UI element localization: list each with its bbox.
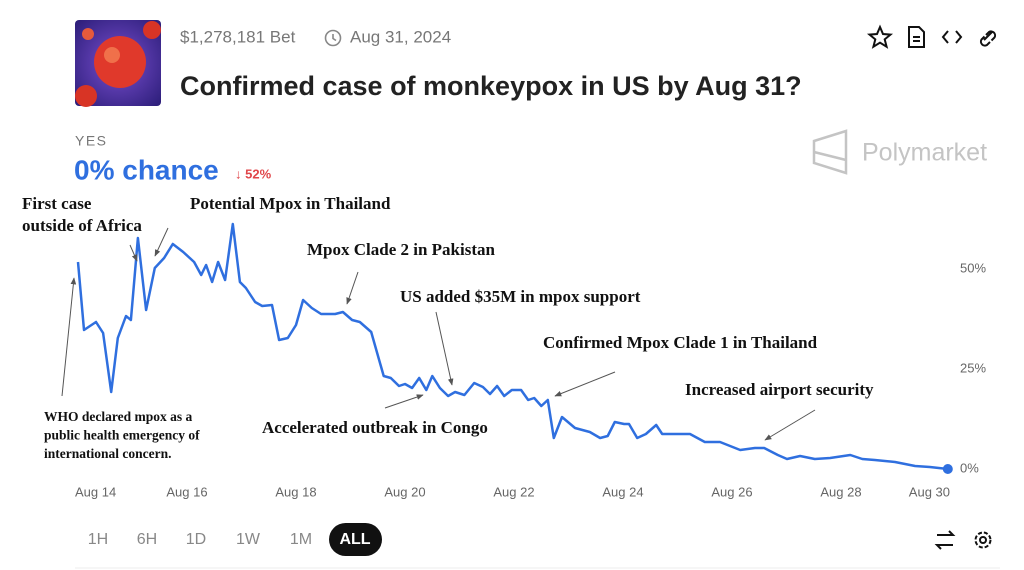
annotation: Potential Mpox in Thailand: [190, 194, 391, 213]
chance: 0% chance: [74, 154, 219, 185]
x-tick-label: Aug 30: [909, 484, 950, 499]
series-line: [76, 222, 948, 471]
annotation: outside of Africa: [22, 216, 142, 235]
end-date: Aug 31, 2024: [350, 27, 451, 46]
annotation-arrow: [764, 409, 816, 441]
embed-icon[interactable]: [941, 30, 963, 44]
change: ↓ 52%: [235, 166, 272, 181]
annotation: WHO declared mpox as a: [44, 409, 192, 424]
brand-logo: [812, 129, 848, 175]
annotation: Confirmed Mpox Clade 1 in Thailand: [543, 333, 818, 352]
x-tick-label: Aug 28: [820, 484, 861, 499]
y-tick-label: 25%: [960, 360, 986, 375]
link-icon[interactable]: [979, 30, 997, 47]
settings-icon[interactable]: [974, 531, 992, 549]
annotation-arrow: [384, 394, 424, 409]
volume: $1,278,181 Bet: [180, 27, 296, 46]
end-dot: [942, 464, 953, 474]
thumbnail: [75, 20, 161, 107]
x-tick-label: Aug 26: [711, 484, 752, 499]
star-icon[interactable]: [866, 24, 894, 49]
doc-icon[interactable]: [908, 26, 925, 48]
annotation: US added $35M in mpox support: [400, 287, 641, 306]
annotation: international concern.: [44, 446, 172, 461]
swap-icon[interactable]: [934, 530, 956, 550]
annotation-arrow: [154, 227, 169, 257]
outcome-label: YES: [75, 133, 108, 149]
x-tick-label: Aug 18: [275, 484, 316, 499]
range-button[interactable]: 1W: [236, 531, 261, 548]
range-button[interactable]: 1D: [186, 531, 206, 548]
range-button[interactable]: 6H: [137, 531, 157, 548]
x-tick-label: Aug 24: [602, 484, 643, 499]
annotation-arrow: [129, 244, 138, 262]
annotation: Mpox Clade 2 in Pakistan: [307, 240, 496, 259]
x-tick-label: Aug 14: [75, 484, 116, 499]
x-tick-label: Aug 20: [384, 484, 425, 499]
clock-icon: [324, 29, 342, 47]
annotation: public health emergency of: [44, 428, 200, 443]
annotation: Accelerated outbreak in Congo: [262, 418, 488, 437]
y-tick-label: 50%: [960, 260, 986, 275]
y-tick-label: 0%: [960, 460, 979, 475]
range-button[interactable]: 1M: [290, 531, 312, 548]
x-tick-label: Aug 16: [166, 484, 207, 499]
annotation: First case: [22, 194, 92, 213]
range-button[interactable]: 1H: [88, 531, 108, 548]
brand: Polymarket: [862, 139, 987, 167]
range-button[interactable]: ALL: [339, 531, 370, 548]
range-button-active: [329, 523, 382, 556]
annotation-arrow: [435, 311, 454, 386]
annotation-arrow: [61, 277, 77, 397]
market-title: Confirmed case of monkeypox in US by Aug…: [180, 71, 802, 101]
annotation: Increased airport security: [685, 380, 874, 399]
annotation-arrow: [346, 271, 359, 305]
annotation-arrow: [554, 371, 616, 397]
x-tick-label: Aug 22: [493, 484, 534, 499]
